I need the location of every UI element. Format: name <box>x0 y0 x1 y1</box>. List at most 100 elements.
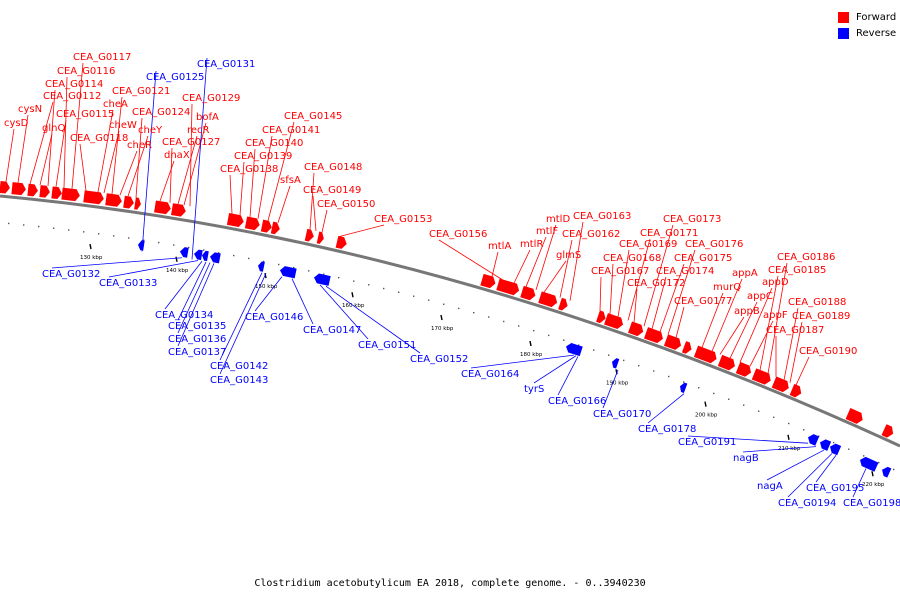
leader-line <box>438 239 503 280</box>
leader-line <box>55 119 67 187</box>
track-dot <box>758 410 760 412</box>
kbp-tick <box>89 243 92 250</box>
reverse-gene-label: CEA_G0134 <box>155 310 213 321</box>
reverse-gene <box>314 273 331 286</box>
reverse-gene <box>210 252 221 264</box>
leader-line <box>729 301 758 359</box>
track-dot <box>233 254 235 257</box>
kbp-tick-label: 200 kbp <box>695 413 718 419</box>
track-dot <box>818 435 820 437</box>
reverse-gene-label: CEA_G0164 <box>461 369 519 380</box>
forward-gene-label: CEA_G0190 <box>799 346 857 357</box>
leader-line <box>51 257 183 269</box>
leader-line <box>71 62 84 189</box>
forward-gene <box>735 361 752 377</box>
track-dot <box>743 404 745 406</box>
reverse-gene-label: nagA <box>757 481 783 492</box>
leader-line <box>254 276 283 312</box>
kbp-tick-label: 150 kbp <box>255 284 278 290</box>
leader-line <box>667 249 696 335</box>
leader-line <box>711 278 743 352</box>
forward-gene-label: glnQ <box>42 123 65 134</box>
track-dot <box>653 370 655 372</box>
track-dot <box>548 334 550 337</box>
kbp-tick-label: 180 kbp <box>520 352 543 358</box>
leader-line <box>633 288 638 323</box>
leader-line <box>767 262 788 374</box>
kbp-tick <box>175 256 178 262</box>
track-dot <box>323 273 325 275</box>
track-dot <box>113 235 115 237</box>
leader-line <box>239 161 245 216</box>
forward-gene-label: CEA_G0186 <box>777 252 835 263</box>
forward-gene <box>845 408 863 424</box>
leader-line <box>277 185 291 223</box>
reverse-gene <box>612 358 620 369</box>
forward-gene-label: CEA_G0124 <box>132 107 190 118</box>
forward-gene-label: recR <box>187 125 210 136</box>
track-dot <box>878 461 880 464</box>
forward-gene-label: CEA_G0149 <box>303 185 361 196</box>
forward-gene-label: CEA_G0115 <box>56 109 114 120</box>
reverse-gene-label: CEA_G0132 <box>42 269 100 280</box>
track-dot <box>668 375 670 378</box>
forward-gene <box>480 273 496 289</box>
leader-line <box>97 109 114 193</box>
kbp-tick <box>264 272 267 279</box>
kbp-tick-label: 170 kbp <box>431 326 454 332</box>
reverse-gene-label: CEA_G0135 <box>168 321 226 332</box>
forward-gene-label: CEA_G0140 <box>245 138 303 149</box>
forward-gene-label: CEA_G0129 <box>182 93 240 104</box>
leader-line <box>164 260 203 310</box>
leader-line <box>535 224 557 291</box>
track-dot <box>623 359 625 362</box>
reverse-gene-label: CEA_G0143 <box>210 375 268 386</box>
forward-gene <box>681 341 692 354</box>
reverse-gene-label: CEA_G0125 <box>146 72 204 83</box>
reverse-gene-label: CEA_G0136 <box>168 334 226 345</box>
forward-gene-label: CEA_G0185 <box>768 265 826 276</box>
reverse-gene-label: CEA_G0191 <box>678 437 736 448</box>
genome-caption: Clostridium acetobutylicum EA 2018, comp… <box>254 578 646 589</box>
leader-line <box>543 260 567 293</box>
leader-line <box>141 70 157 252</box>
forward-gene-label: CEA_G0169 <box>619 239 677 250</box>
reverse-gene-label: CEA_G0198 <box>843 498 900 509</box>
reverse-gene <box>280 266 297 279</box>
kbp-tick-label: 220 kbp <box>862 482 885 488</box>
forward-gene-label: CEA_G0112 <box>43 91 101 102</box>
leader-line <box>183 122 207 206</box>
track-dot <box>518 325 520 327</box>
track-dot <box>683 381 685 383</box>
leader-line <box>267 121 295 221</box>
kbp-tick <box>440 314 443 321</box>
leader-line <box>159 160 175 202</box>
leader-line <box>321 209 328 233</box>
track-dot <box>893 468 895 471</box>
gene-arrows <box>0 181 894 478</box>
track-dot <box>428 299 430 301</box>
reverse-gene <box>820 439 832 451</box>
forward-gene-label: CEA_G0177 <box>674 296 732 307</box>
track-dot <box>248 257 250 260</box>
track-dot <box>38 225 40 228</box>
forward-gene-label: dnaX <box>164 150 190 161</box>
leader-line <box>135 117 143 198</box>
leader-line <box>852 468 867 498</box>
leader-line <box>701 292 724 348</box>
leader-line <box>513 249 531 284</box>
forward-gene <box>596 310 606 324</box>
reverse-gene-label: CEA_G0137 <box>168 347 226 358</box>
reverse-gene <box>138 240 145 251</box>
leader-line <box>249 148 256 218</box>
leader-line <box>815 455 837 483</box>
forward-gene <box>520 285 536 301</box>
forward-gene-label: cheW <box>109 120 137 131</box>
leader-line <box>557 356 579 396</box>
forward-gene-label: CEA_G0168 <box>603 253 661 264</box>
leader-line <box>177 262 211 334</box>
forward-gene-label: sfsA <box>280 175 301 186</box>
track-dot <box>848 448 850 450</box>
reverse-gene-label: CEA_G0195 <box>806 483 864 494</box>
reverse-swatch <box>838 27 849 39</box>
